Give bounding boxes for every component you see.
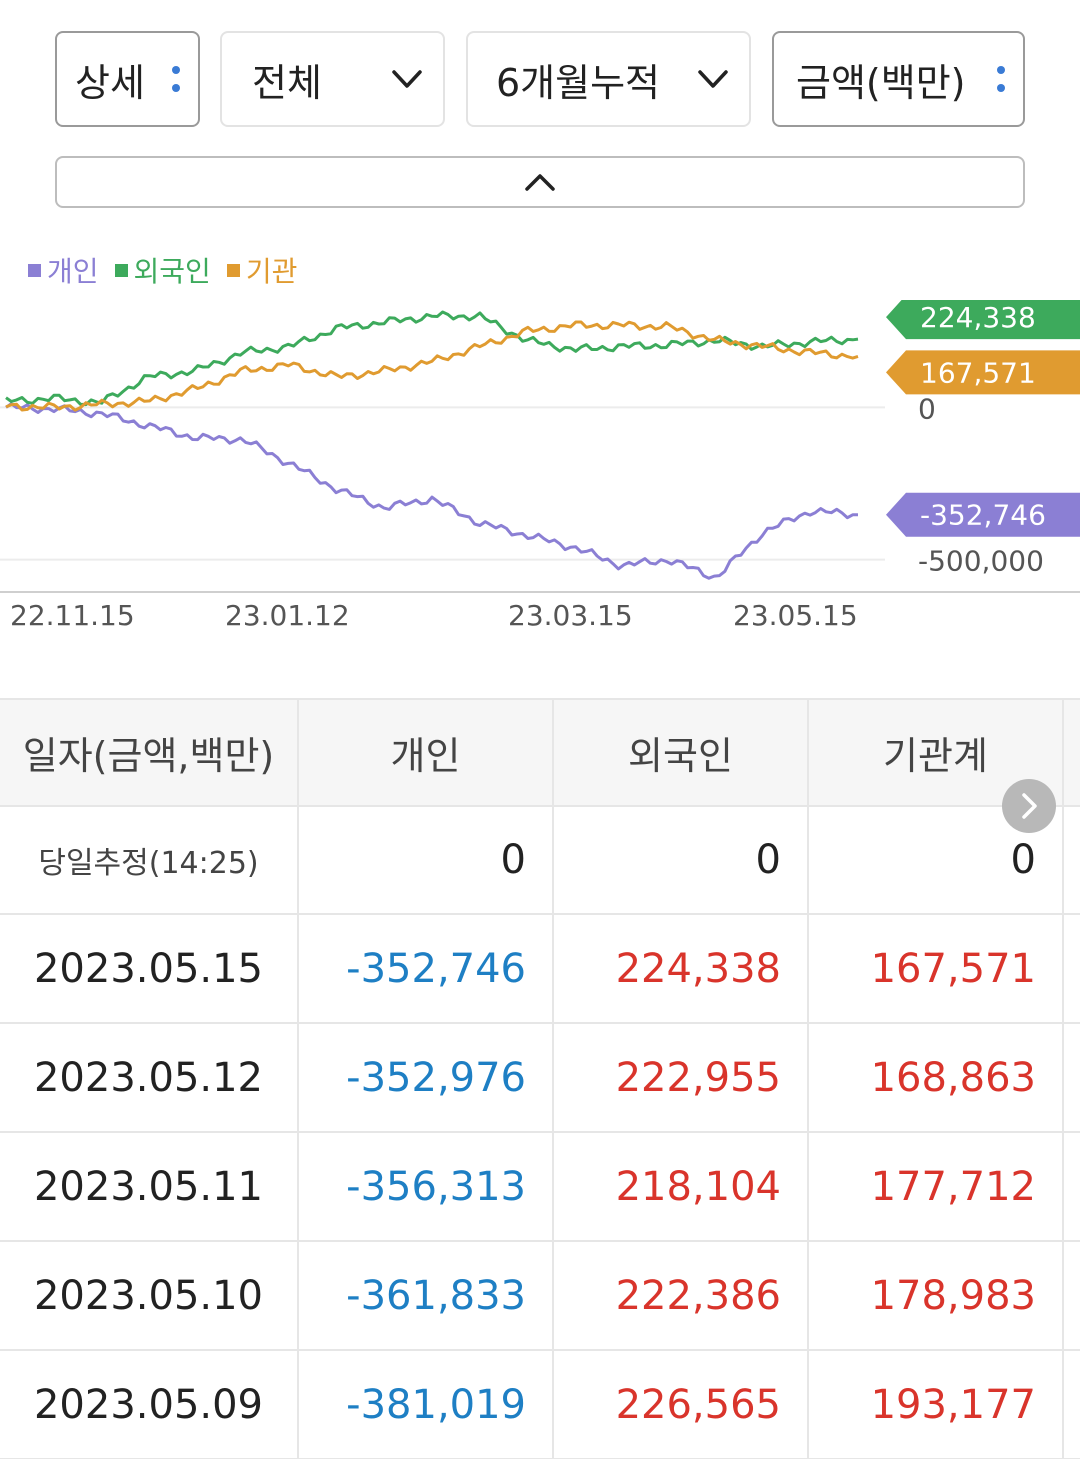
header-individual: 개인 xyxy=(298,698,554,807)
cell-spacer xyxy=(1063,1023,1080,1133)
cell-date: 2023.05.10 xyxy=(0,1241,299,1351)
cell-foreign: 222,955 xyxy=(553,1023,809,1133)
cell-institution: 193,177 xyxy=(808,1350,1064,1459)
table-row: 2023.05.10 -361,833 222,386 178,983 xyxy=(0,1241,1080,1351)
cell-individual: -361,833 xyxy=(298,1241,554,1351)
table-header-row: 일자(금액,백만) 개인 외국인 기관계 xyxy=(0,698,1080,807)
unit-selector[interactable]: 금액(백만) xyxy=(772,31,1025,127)
cell-individual: -352,746 xyxy=(298,914,554,1024)
cell-individual: -381,019 xyxy=(298,1350,554,1459)
header-date: 일자(금액,백만) xyxy=(0,698,299,807)
cell-spacer xyxy=(1063,1241,1080,1351)
legend-swatch xyxy=(28,263,41,277)
chevron-right-icon xyxy=(1022,793,1037,819)
cell-spacer xyxy=(1063,914,1080,1024)
series-line-1 xyxy=(5,310,859,407)
cell-institution: 0 xyxy=(808,806,1064,915)
legend-swatch xyxy=(226,263,240,277)
y-tick-label: 0 xyxy=(918,392,936,425)
cell-foreign: 0 xyxy=(553,806,809,915)
cell-foreign: 222,386 xyxy=(553,1241,809,1351)
end-value-tag xyxy=(886,350,1080,395)
scroll-right-button[interactable] xyxy=(1002,779,1056,833)
table-row: 2023.05.15 -352,746 224,338 167,571 xyxy=(0,914,1080,1024)
end-value-label: -352,746 xyxy=(920,499,1046,532)
cell-individual: -356,313 xyxy=(298,1132,554,1242)
detail-label: 상세 xyxy=(75,60,145,105)
investor-cumulative-line-chart: 0 -500,000 224,338 167,571 -352,746 22.11.15 2… xyxy=(0,300,1080,632)
x-tick-label: 23.05.15 xyxy=(733,599,858,632)
series-line-0 xyxy=(5,402,859,580)
end-value-tag xyxy=(886,492,1080,537)
table-row: 2023.05.09 -381,019 226,565 193,177 xyxy=(0,1350,1080,1459)
legend-item-individual: 개인 xyxy=(28,250,99,290)
cell-date: 2023.05.15 xyxy=(0,914,299,1024)
period-label: 6개월누적 xyxy=(496,60,661,105)
cell-spacer xyxy=(1063,806,1080,915)
scope-dropdown[interactable]: 전체 xyxy=(220,31,445,127)
vertical-dots-icon xyxy=(997,66,1005,92)
x-tick-label: 22.11.15 xyxy=(10,599,135,632)
unit-label: 금액(백만) xyxy=(796,60,966,105)
cell-institution: 167,571 xyxy=(808,914,1064,1024)
cell-spacer xyxy=(1063,1132,1080,1242)
cell-date: 2023.05.12 xyxy=(0,1023,299,1133)
period-dropdown[interactable]: 6개월누적 xyxy=(466,31,751,127)
chevron-down-icon xyxy=(392,70,422,88)
legend-label: 기관 xyxy=(245,255,298,288)
cell-date: 당일추정(14:25) xyxy=(0,806,299,915)
cell-foreign: 218,104 xyxy=(553,1132,809,1242)
cell-institution: 178,983 xyxy=(808,1241,1064,1351)
cell-foreign: 224,338 xyxy=(553,914,809,1024)
chevron-up-icon xyxy=(525,174,555,191)
header-institution: 기관계 xyxy=(808,698,1064,807)
cell-date: 2023.05.11 xyxy=(0,1132,299,1242)
header-spacer xyxy=(1063,698,1080,807)
end-value-label: 167,571 xyxy=(920,356,1036,389)
investor-trading-table: 일자(금액,백만) 개인 외국인 기관계 당일추정(14:25) 0 0 0 2… xyxy=(0,698,1080,1459)
table-row: 2023.05.11 -356,313 218,104 177,712 xyxy=(0,1132,1080,1242)
x-tick-label: 23.03.15 xyxy=(508,599,633,632)
y-tick-label: -500,000 xyxy=(918,545,1044,578)
collapse-chart-button[interactable] xyxy=(55,156,1025,208)
cell-individual: 0 xyxy=(298,806,554,915)
scope-label: 전체 xyxy=(252,60,322,105)
legend-item-institution: 기관 xyxy=(226,250,298,290)
end-value-tag xyxy=(886,300,1080,340)
detail-selector[interactable]: 상세 xyxy=(55,31,200,127)
cell-institution: 177,712 xyxy=(808,1132,1064,1242)
cell-individual: -352,976 xyxy=(298,1023,554,1133)
table-row-today: 당일추정(14:25) 0 0 0 xyxy=(0,806,1080,915)
end-value-label: 224,338 xyxy=(920,301,1036,334)
chart-legend: 개인 외국인 기관 xyxy=(28,250,297,290)
legend-label: 개인 xyxy=(47,255,99,288)
cell-institution: 168,863 xyxy=(808,1023,1064,1133)
header-foreign: 외국인 xyxy=(553,698,809,807)
chevron-down-icon xyxy=(698,70,728,88)
cell-date: 2023.05.09 xyxy=(0,1350,299,1459)
legend-label: 외국인 xyxy=(133,255,211,288)
cell-spacer xyxy=(1063,1350,1080,1459)
legend-item-foreign: 외국인 xyxy=(114,250,211,290)
vertical-dots-icon xyxy=(172,66,180,92)
table-row: 2023.05.12 -352,976 222,955 168,863 xyxy=(0,1023,1080,1133)
x-tick-label: 23.01.12 xyxy=(225,599,350,632)
legend-swatch xyxy=(114,263,128,277)
cell-foreign: 226,565 xyxy=(553,1350,809,1459)
series-line-2 xyxy=(5,320,859,412)
